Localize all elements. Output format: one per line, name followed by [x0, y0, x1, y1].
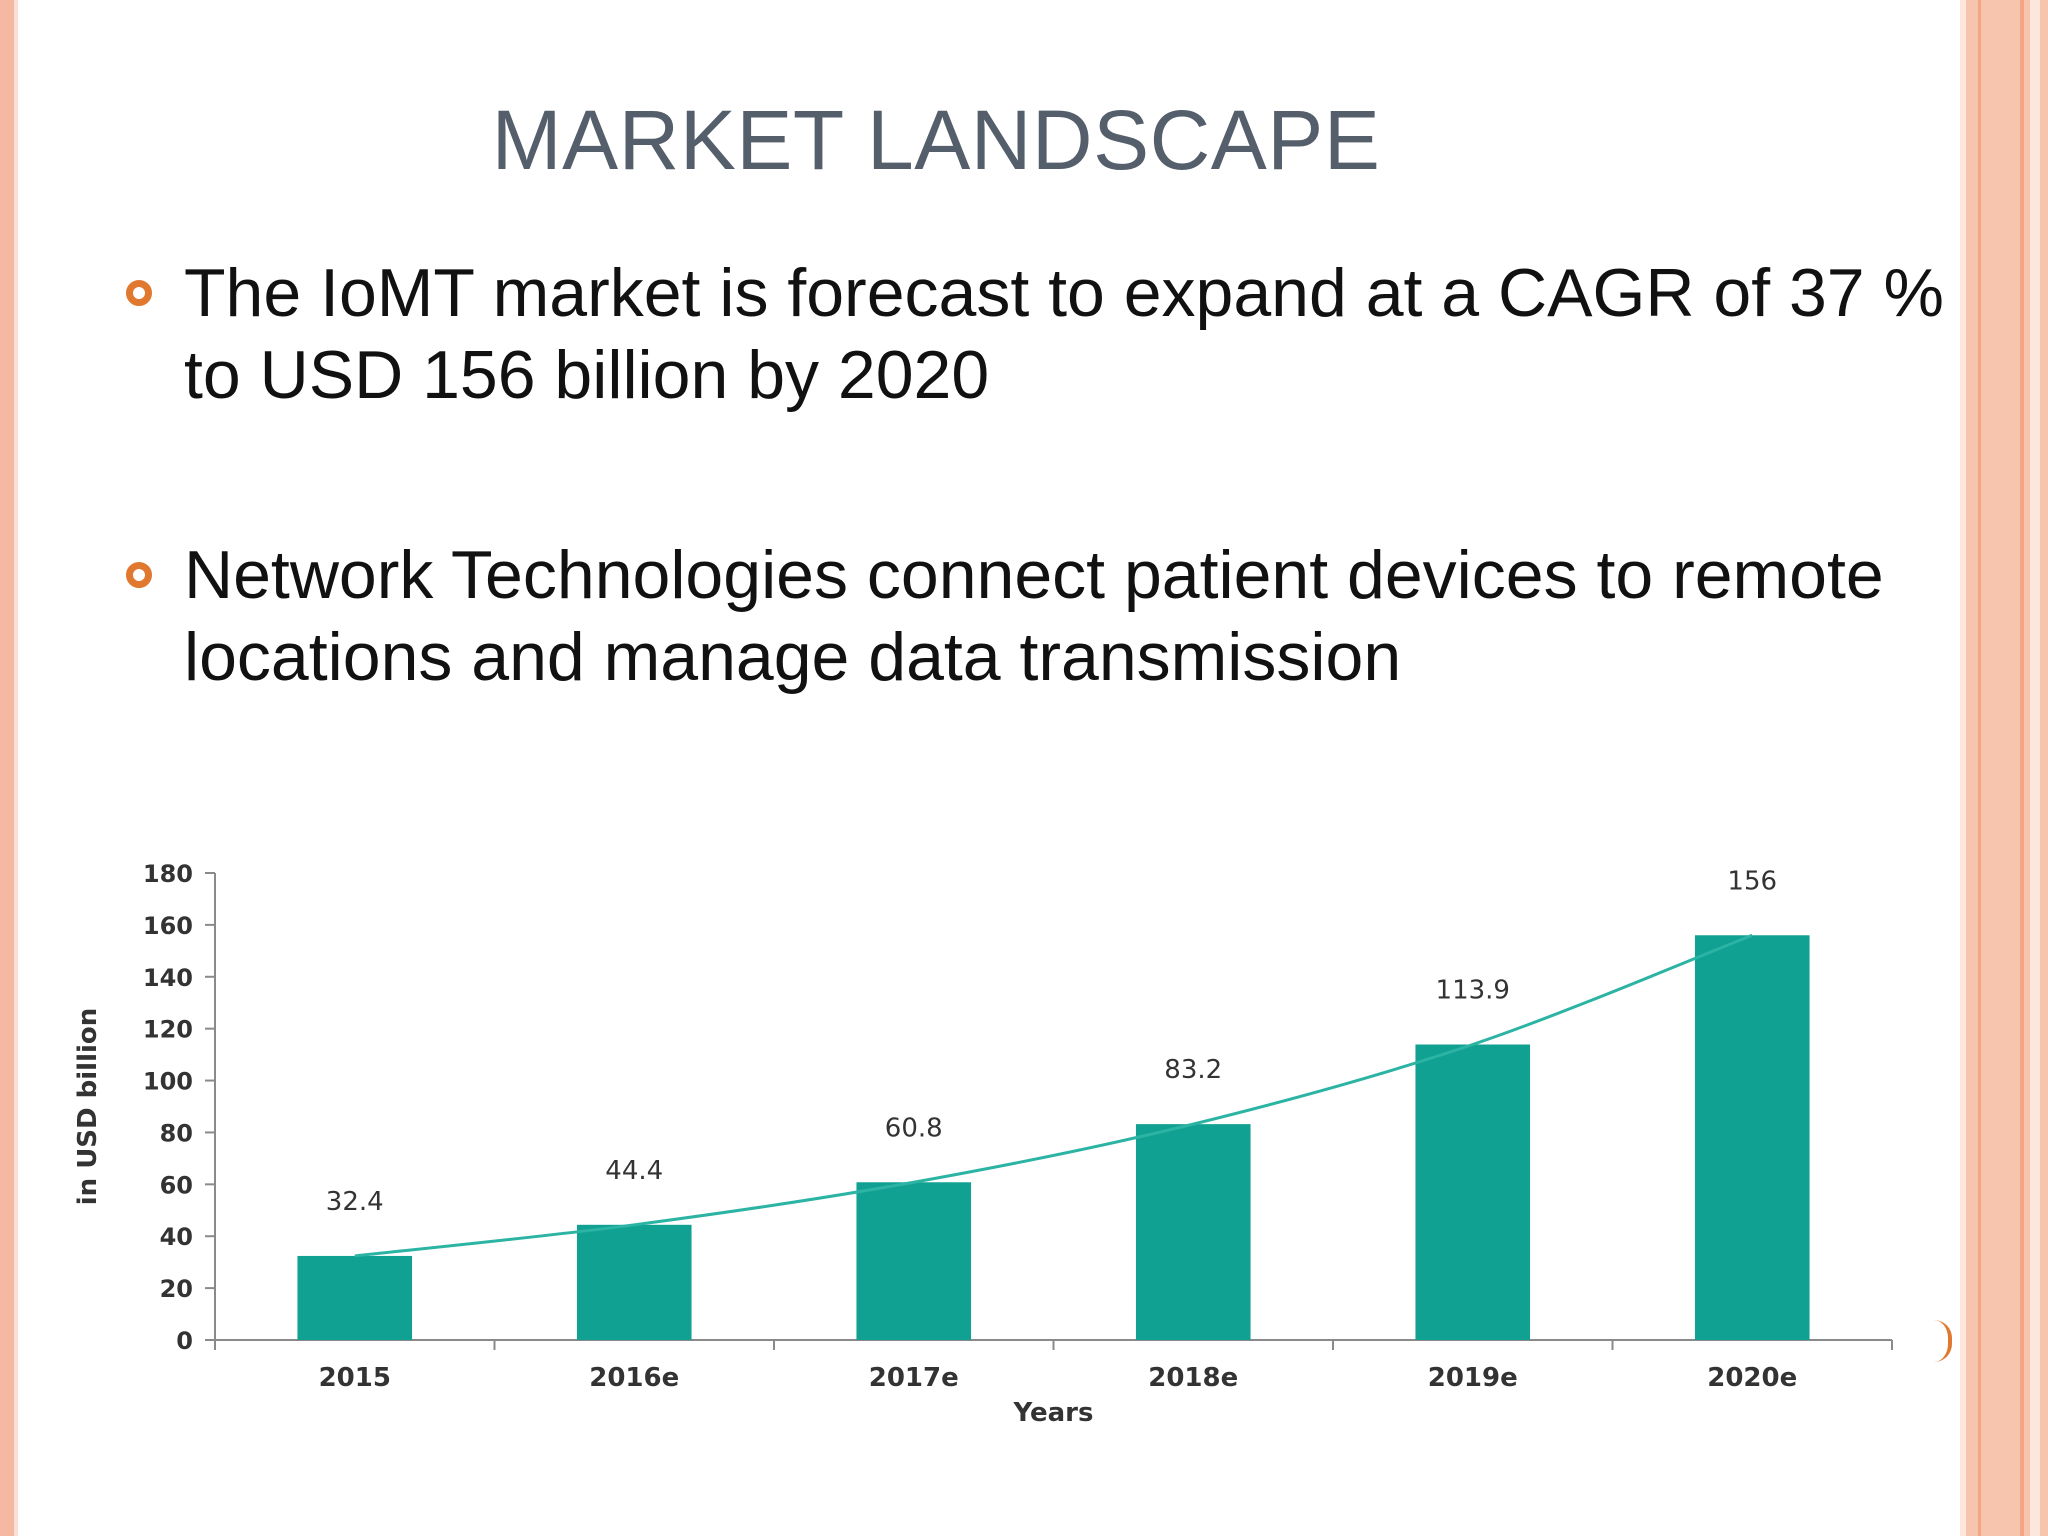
bar: [1135, 1124, 1251, 1340]
market-bar-chart: 0 20 40 60 80 100 120 140 160 180 32.4 44.4 60.8 83.2…: [60, 845, 1960, 1445]
y-tick-label: 80: [160, 1119, 193, 1147]
bar: [1694, 935, 1810, 1340]
y-tick-label: 140: [143, 964, 193, 992]
y-tick-label: 0: [176, 1327, 193, 1355]
x-tick-label: 2018e: [1148, 1363, 1238, 1393]
data-label: 113.9: [1436, 975, 1510, 1005]
right-border-decoration: [1960, 0, 2048, 1536]
data-label: 156: [1727, 866, 1777, 896]
bullet-circle-icon: [126, 562, 152, 588]
y-tick-label: 180: [143, 860, 193, 888]
bar: [1415, 1044, 1531, 1340]
y-tick-label: 120: [143, 1016, 193, 1044]
slide-title: MARKET LANDSCAPE: [491, 93, 1381, 187]
data-label: 44.4: [605, 1156, 663, 1186]
bullet-text: The IoMT market is forecast to expand at…: [184, 255, 1944, 413]
x-tick-label: 2017e: [869, 1363, 959, 1393]
bullet-text: Network Technologies connect patient dev…: [184, 537, 1884, 695]
chart-svg: 0 20 40 60 80 100 120 140 160 180 32.4 44.4 60.8 83.2…: [73, 860, 1893, 1428]
decorative-arc: [1934, 1320, 1952, 1362]
data-label: 60.8: [885, 1113, 943, 1143]
y-tick-label: 40: [160, 1223, 193, 1251]
y-tick-label: 100: [143, 1068, 193, 1096]
y-tick-label: 160: [143, 912, 193, 940]
y-axis-title: in USD billion: [73, 1008, 103, 1206]
data-label: 83.2: [1164, 1055, 1222, 1085]
left-border-decoration: [0, 0, 18, 1536]
bar: [576, 1224, 692, 1340]
bar: [297, 1255, 413, 1340]
trend-line: [354, 933, 1753, 1258]
y-tick-label: 20: [160, 1275, 193, 1303]
x-axis-title: Years: [1013, 1398, 1094, 1428]
x-tick-label: 2020e: [1707, 1363, 1797, 1393]
y-tick-label: 60: [160, 1171, 193, 1199]
x-tick-label: 2015: [319, 1363, 391, 1393]
bar: [856, 1182, 972, 1340]
x-tick-label: 2019e: [1428, 1363, 1518, 1393]
data-label: 32.4: [326, 1187, 384, 1217]
x-tick-label: 2016e: [589, 1363, 679, 1393]
bullet-circle-icon: [126, 280, 152, 306]
